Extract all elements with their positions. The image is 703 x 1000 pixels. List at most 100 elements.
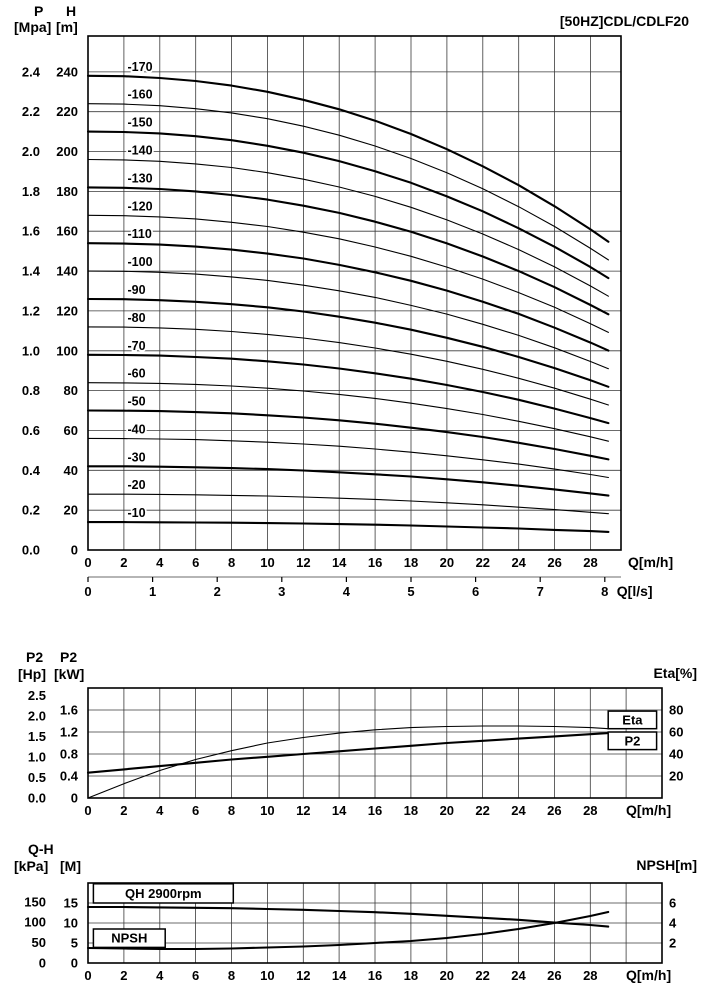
curve-label-minus-110: -110 bbox=[128, 227, 152, 241]
x-tick-label: 20 bbox=[440, 803, 454, 818]
y-right-tick-label: 20 bbox=[669, 769, 683, 784]
x-tick-label: 16 bbox=[368, 968, 382, 983]
x2-axis-label: Q[l/s] bbox=[617, 583, 653, 599]
y-tick-label: 0.8 bbox=[22, 383, 40, 398]
head-left-axis-unit-m: [m] bbox=[56, 19, 78, 35]
x-tick-label: 24 bbox=[511, 968, 526, 983]
series--80 bbox=[87, 326, 609, 406]
series--20 bbox=[87, 493, 609, 515]
y-right-tick-label: 6 bbox=[669, 896, 676, 911]
x-tick-label: 0 bbox=[84, 803, 91, 818]
y-tick-label: 1.4 bbox=[22, 264, 41, 279]
x-tick-label: 28 bbox=[583, 803, 597, 818]
x-tick-label: 18 bbox=[404, 803, 418, 818]
curve-label-minus-130: -130 bbox=[128, 171, 153, 185]
x2-tick-label: 4 bbox=[343, 584, 351, 599]
series--40 bbox=[87, 437, 609, 479]
y-tick-label: 5 bbox=[71, 936, 78, 951]
y-tick-label: 2.5 bbox=[28, 688, 46, 703]
head-chart: -170-160-150-140-130-120-110-100-90-80-7… bbox=[22, 35, 673, 599]
y-tick-label: 0.5 bbox=[28, 770, 46, 785]
chart-title: [50HZ]CDL/CDLF20 bbox=[559, 13, 689, 29]
series--50 bbox=[86, 409, 610, 461]
x-tick-label: 8 bbox=[228, 803, 235, 818]
y-tick-label: 1.0 bbox=[22, 343, 40, 358]
y-tick-label: 1.2 bbox=[22, 303, 40, 318]
y-tick-label: 10 bbox=[64, 916, 78, 931]
curve-label-minus-70: -70 bbox=[128, 339, 146, 353]
y-tick-label: 0.0 bbox=[22, 543, 40, 558]
x2-tick-label: 6 bbox=[472, 584, 479, 599]
x-tick-label: 22 bbox=[476, 555, 490, 570]
x-tick-label: 10 bbox=[260, 803, 274, 818]
series--130 bbox=[86, 186, 610, 316]
curve-label-minus-100: -100 bbox=[128, 255, 153, 269]
annotation-box-npsh bbox=[92, 928, 166, 949]
x-tick-label: 2 bbox=[120, 803, 127, 818]
x-tick-label: 2 bbox=[120, 555, 127, 570]
annotation-box-qh-2900rpm bbox=[92, 883, 235, 904]
y-right-tick-label: 80 bbox=[669, 703, 683, 718]
npsh-left-axis-unit-kpa: [kPa] bbox=[14, 858, 49, 874]
x2-tick-label: 3 bbox=[278, 584, 285, 599]
series--160 bbox=[87, 103, 609, 261]
power-left-axis-title-p2kw: P2 bbox=[60, 649, 78, 665]
plot-border bbox=[87, 687, 663, 799]
y-tick-label: 1.6 bbox=[22, 224, 40, 239]
y-right-tick-label: 60 bbox=[669, 725, 683, 740]
x-tick-label: 16 bbox=[368, 803, 382, 818]
y-tick-label: 0.8 bbox=[60, 747, 78, 762]
head-left-axis-title-p: P bbox=[34, 3, 44, 19]
y-tick-label: 0 bbox=[71, 956, 78, 971]
x-tick-label: 18 bbox=[404, 968, 418, 983]
y-tick-label: 20 bbox=[64, 503, 78, 518]
curve-label-minus-10: -10 bbox=[128, 506, 146, 520]
x-tick-label: 14 bbox=[332, 803, 347, 818]
curve-label-minus-30: -30 bbox=[128, 450, 146, 464]
x2-tick-label: 8 bbox=[601, 584, 608, 599]
x-tick-label: 4 bbox=[156, 555, 164, 570]
npsh-left-axis-unit-m: [M] bbox=[60, 858, 81, 874]
y-tick-label: 1.5 bbox=[28, 729, 46, 744]
x-tick-label: 14 bbox=[332, 968, 347, 983]
series--170 bbox=[86, 74, 610, 243]
y-tick-label: 1.6 bbox=[60, 703, 78, 718]
x-tick-label: 0 bbox=[84, 555, 91, 570]
annotation-label: QH 2900rpm bbox=[125, 886, 202, 901]
annotation-label: Eta bbox=[622, 712, 643, 727]
x-axis-label: Q[m/h] bbox=[626, 967, 671, 983]
y-right-tick-label: 40 bbox=[669, 747, 683, 762]
y-tick-label: 120 bbox=[56, 303, 78, 318]
x-tick-label: 0 bbox=[84, 968, 91, 983]
x-tick-label: 26 bbox=[547, 555, 561, 570]
y-tick-label: 2.2 bbox=[22, 104, 40, 119]
y-right-tick-label: 4 bbox=[669, 916, 677, 931]
x-tick-label: 26 bbox=[547, 803, 561, 818]
x-tick-label: 8 bbox=[228, 968, 235, 983]
x2-tick-label: 5 bbox=[407, 584, 414, 599]
x-tick-label: 24 bbox=[511, 555, 526, 570]
npsh-right-axis-title: NPSH[m] bbox=[636, 857, 697, 873]
power-chart: 0 2 4 6 8 10 12 14 16 18 20 22 24 26 28 Q[m/h]2.52.01.5… bbox=[28, 687, 683, 818]
power-left-axis-unit-kw: [kW] bbox=[54, 666, 85, 682]
x-tick-label: 6 bbox=[192, 968, 199, 983]
annotation-box-p2 bbox=[607, 731, 658, 751]
y-tick-label: 2.4 bbox=[22, 64, 41, 79]
x-tick-label: 22 bbox=[475, 803, 489, 818]
x-tick-label: 12 bbox=[296, 555, 310, 570]
curve-label-minus-20: -20 bbox=[128, 478, 146, 492]
series--120 bbox=[87, 214, 609, 333]
series--140 bbox=[87, 158, 609, 297]
series--110 bbox=[86, 242, 610, 352]
x-tick-label: 22 bbox=[475, 968, 489, 983]
y-tick-label: 0.4 bbox=[22, 463, 41, 478]
x-tick-label: 28 bbox=[583, 555, 597, 570]
x-axis-label: Q[m/h] bbox=[626, 802, 671, 818]
x-tick-label: 14 bbox=[332, 555, 347, 570]
series-npsh bbox=[86, 910, 610, 951]
y-tick-label: 0 bbox=[71, 791, 78, 806]
power-left-axis-title-p2hp: P2 bbox=[26, 649, 44, 665]
curve-label-minus-120: -120 bbox=[128, 199, 153, 213]
annotation-label: P2 bbox=[624, 733, 640, 748]
